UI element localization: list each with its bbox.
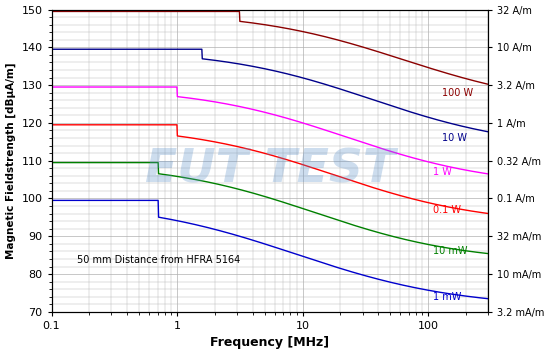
X-axis label: Frequency [MHz]: Frequency [MHz] [210, 337, 329, 349]
Text: 100 W: 100 W [442, 88, 474, 98]
Y-axis label: Magnetic Fieldstrength [dBµA/m]: Magnetic Fieldstrength [dBµA/m] [6, 62, 16, 259]
Text: 10 mW: 10 mW [433, 246, 468, 256]
Text: 10 W: 10 W [442, 133, 468, 143]
Text: EUT TEST: EUT TEST [145, 147, 395, 192]
Text: 0.1 W: 0.1 W [433, 205, 461, 215]
Text: 50 mm Distance from HFRA 5164: 50 mm Distance from HFRA 5164 [77, 255, 240, 265]
Text: 1 mW: 1 mW [433, 292, 461, 302]
Text: 1 W: 1 W [433, 167, 452, 177]
